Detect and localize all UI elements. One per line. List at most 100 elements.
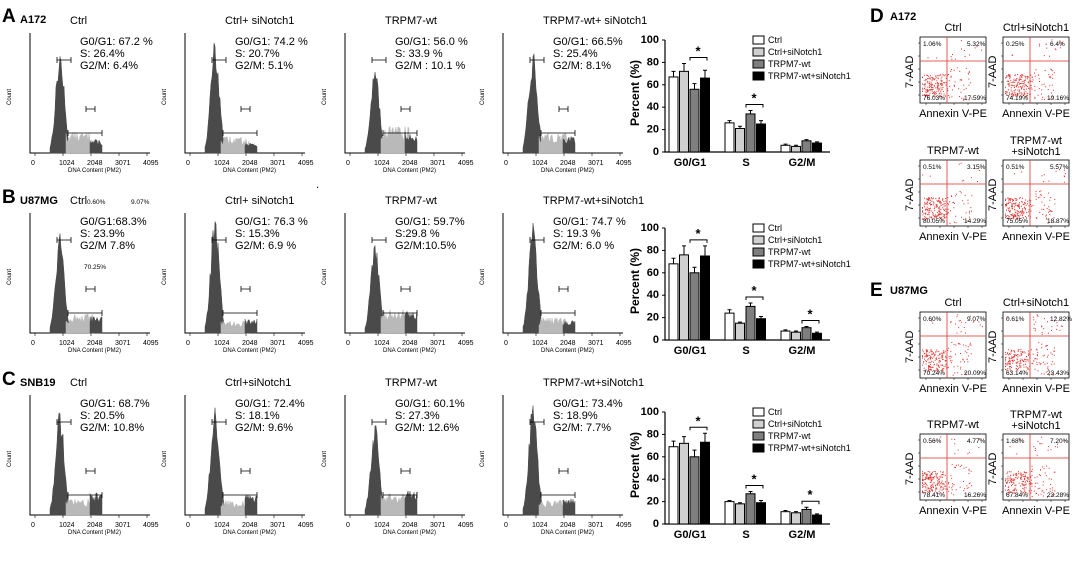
quadrant-percent: 5.32% <box>967 41 986 48</box>
y-axis-label: 7-AAD <box>987 453 999 485</box>
error-bar <box>727 120 732 123</box>
histogram-title: TRPM7-wt+ siNotch1 <box>543 15 647 27</box>
legend-label: Ctrl+siNotch1 <box>768 235 822 245</box>
significance-bracket <box>801 500 820 505</box>
x-tick-label: 3071 <box>588 522 604 529</box>
x-tick-label: 2048 <box>560 160 576 167</box>
legend-label: Ctrl <box>768 223 782 233</box>
bar-chart: 0 20 40 60 80 100 Percent (%) G0/G1 S G2/M * * * Ctrl… <box>628 222 851 357</box>
s-phase-fill <box>220 136 250 154</box>
bar <box>745 493 756 525</box>
y-tick-label: 0 <box>653 334 659 346</box>
bar <box>745 113 756 153</box>
panel-letter-e: E <box>870 280 883 301</box>
x-tick-label: 0 <box>31 340 35 347</box>
gate-marker <box>400 106 411 112</box>
histogram-y-label: Count <box>162 451 168 467</box>
x-tick-label: 3071 <box>270 522 286 529</box>
x-tick-label: 4095 <box>616 340 632 347</box>
x-tick-label: 3071 <box>115 340 131 347</box>
g0g1-peak <box>522 223 544 334</box>
quadrant-percent: 17.59% <box>964 95 986 102</box>
quadrant-percent: 6.4% <box>1050 41 1065 48</box>
plot-frame <box>919 311 987 379</box>
legend-swatch <box>752 71 765 81</box>
bar <box>724 312 735 341</box>
significance-star: * <box>807 487 813 502</box>
panel-cell-line-a: A172 <box>20 14 46 26</box>
quadrant-gate <box>1003 160 1069 226</box>
histogram-y-label: Count <box>162 89 168 105</box>
error-bar <box>738 125 742 129</box>
quadrant-percent: 16.26% <box>964 492 986 499</box>
gate-marker <box>382 492 418 498</box>
g0g1-peak <box>49 56 71 154</box>
g2m-peak <box>89 316 103 334</box>
bar <box>801 140 812 153</box>
error-bar <box>815 331 819 334</box>
gate-marker <box>371 57 387 63</box>
gate-marker <box>211 57 227 63</box>
histogram-x-label: DNA Content (PM2) <box>383 530 436 536</box>
bar <box>700 255 710 341</box>
histogram-axes <box>29 213 150 334</box>
bar <box>679 442 689 525</box>
y-tick-label: 60 <box>647 79 659 91</box>
error-bar <box>759 120 763 124</box>
plot-title: Ctrl <box>944 297 961 309</box>
error-bar <box>738 321 742 324</box>
x-tick-label: 1024 <box>532 340 548 347</box>
stray-label: 0.60% <box>87 199 106 206</box>
flow-dot-plot: 0.56% 4.77% 78.41% 16.26% TRPM7-wt 7-AAD Annex… <box>904 419 987 517</box>
gate-marker <box>540 492 576 498</box>
bar <box>756 123 766 153</box>
y-axis-label: 7-AAD <box>904 56 916 88</box>
quadrant-percent: 75.05% <box>1006 218 1028 225</box>
bar <box>668 263 679 341</box>
y-axis-label: Percent (%) <box>628 248 642 314</box>
y-tick-label: 80 <box>647 56 659 68</box>
error-bar <box>794 330 798 333</box>
histogram-plot <box>502 395 623 518</box>
panel-letter-b: B <box>2 187 16 208</box>
x-tick-label: 0 <box>186 160 190 167</box>
histogram-axes <box>502 213 623 334</box>
phase-stat-label: G0/G1: 67.2 % <box>80 36 153 48</box>
panel-cell-line-c: SNB19 <box>20 377 55 389</box>
x-tick-label: 1024 <box>374 522 390 529</box>
bar <box>668 76 679 153</box>
bar <box>668 446 679 525</box>
x-category-label: G2/M <box>789 529 816 541</box>
x-category-label: G0/G1 <box>674 529 706 541</box>
gate-marker <box>540 130 576 136</box>
x-tick-label: 1024 <box>214 340 230 347</box>
y-tick-label: 0 <box>653 518 659 530</box>
phase-stat-label: S: 23.9% <box>80 228 125 240</box>
x-axis-label: Annexin V-PE <box>1002 231 1070 243</box>
gate-marker <box>400 286 411 292</box>
y-tick-label: 60 <box>647 451 659 463</box>
error-bar <box>692 266 697 273</box>
s-phase-fill <box>380 125 410 154</box>
x-tick-label: 3071 <box>270 340 286 347</box>
g0g1-peak <box>49 412 71 516</box>
histogram-title: Ctrl <box>70 377 87 389</box>
x-axis-label: Annexin V-PE <box>919 383 987 395</box>
error-bar <box>727 309 732 314</box>
x-tick-label: 2048 <box>402 340 418 347</box>
bar <box>724 122 735 153</box>
phase-stat-label: G2/M : 10.1 % <box>395 60 466 72</box>
histogram-title: TRPM7-wt <box>385 377 437 389</box>
x-tick-label: 1024 <box>532 522 548 529</box>
error-bar <box>671 440 676 447</box>
quadrant-percent: 4.77% <box>967 438 986 445</box>
flow-dot-plot: 0.51% 5.57% 75.05% 18.87% TRPM7-wt +siNotch1 7… <box>987 135 1070 243</box>
error-bar <box>703 432 707 443</box>
error-bar <box>671 70 676 77</box>
y-tick-label: 20 <box>647 124 659 136</box>
histogram-x-label: DNA Content (PM2) <box>68 168 121 174</box>
histogram-axes <box>29 395 150 516</box>
x-tick-label: 4095 <box>143 522 159 529</box>
panel-letter-d: D <box>870 6 884 27</box>
quadrant-gate <box>920 160 986 226</box>
